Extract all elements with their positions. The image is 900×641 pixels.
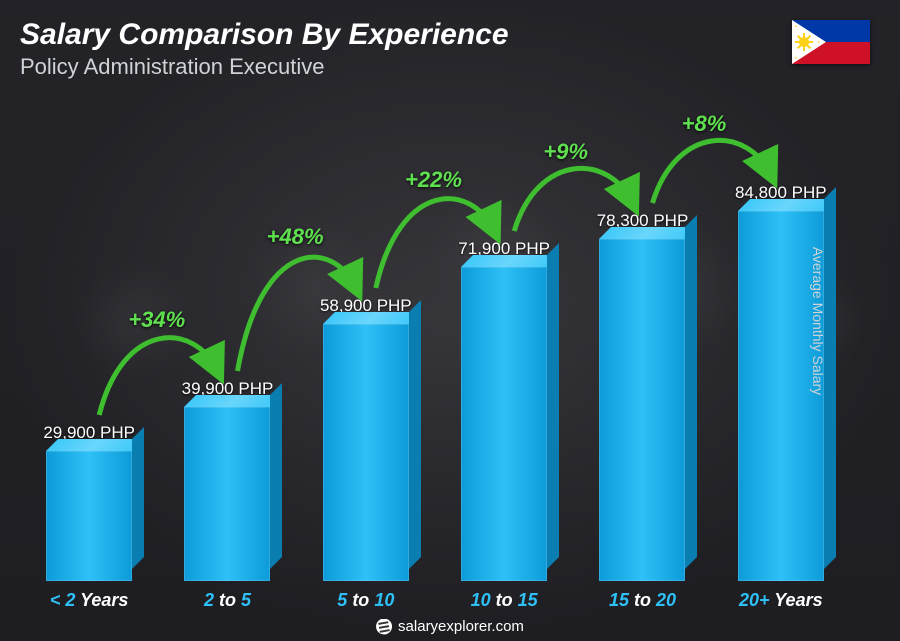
bar-front-face — [323, 324, 409, 581]
bar — [461, 267, 547, 581]
chart-title: Salary Comparison By Experience — [20, 18, 880, 52]
x-axis-label: 10 to 15 — [435, 590, 573, 611]
bar-side-face — [270, 383, 282, 569]
bar-top-face — [461, 255, 559, 267]
bar-top-face — [46, 439, 144, 451]
bar-top-face — [599, 227, 697, 239]
bar-front-face — [461, 267, 547, 581]
bar-slot: 84,800 PHP — [712, 90, 850, 581]
chart-subtitle: Policy Administration Executive — [20, 54, 880, 80]
bar-front-face — [46, 451, 132, 581]
flag-icon — [792, 20, 870, 64]
x-axis-label: < 2 Years — [20, 590, 158, 611]
bar-side-face — [409, 300, 421, 569]
bar-slot: 29,900 PHP — [20, 90, 158, 581]
footer-text: salaryexplorer.com — [398, 618, 524, 635]
y-axis-label: Average Monthly Salary — [810, 246, 826, 394]
bar-side-face — [132, 427, 144, 569]
bar-slot: 58,900 PHP — [297, 90, 435, 581]
x-axis-label: 2 to 5 — [158, 590, 296, 611]
x-axis-label: 20+ Years — [712, 590, 850, 611]
bar-slot: 39,900 PHP — [158, 90, 296, 581]
header: Salary Comparison By Experience Policy A… — [20, 18, 880, 80]
chart-area: 29,900 PHP39,900 PHP58,900 PHP71,900 PHP… — [20, 90, 850, 581]
bar-front-face — [599, 239, 685, 581]
bar — [46, 451, 132, 581]
x-axis: < 2 Years2 to 55 to 1010 to 1515 to 2020… — [20, 590, 850, 611]
bar-top-face — [184, 395, 282, 407]
bar — [184, 407, 270, 581]
x-axis-label: 15 to 20 — [573, 590, 711, 611]
bar-top-face — [323, 312, 421, 324]
footer: salaryexplorer.com — [0, 618, 900, 635]
bar-slot: 71,900 PHP — [435, 90, 573, 581]
logo-icon — [376, 619, 392, 635]
bar-side-face — [547, 243, 559, 569]
bar-front-face — [184, 407, 270, 581]
chart-container: Salary Comparison By Experience Policy A… — [0, 0, 900, 641]
bar-side-face — [685, 215, 697, 569]
bar-slot: 78,300 PHP — [573, 90, 711, 581]
x-axis-label: 5 to 10 — [297, 590, 435, 611]
bar — [323, 324, 409, 581]
bar-top-face — [738, 199, 836, 211]
bar — [599, 239, 685, 581]
